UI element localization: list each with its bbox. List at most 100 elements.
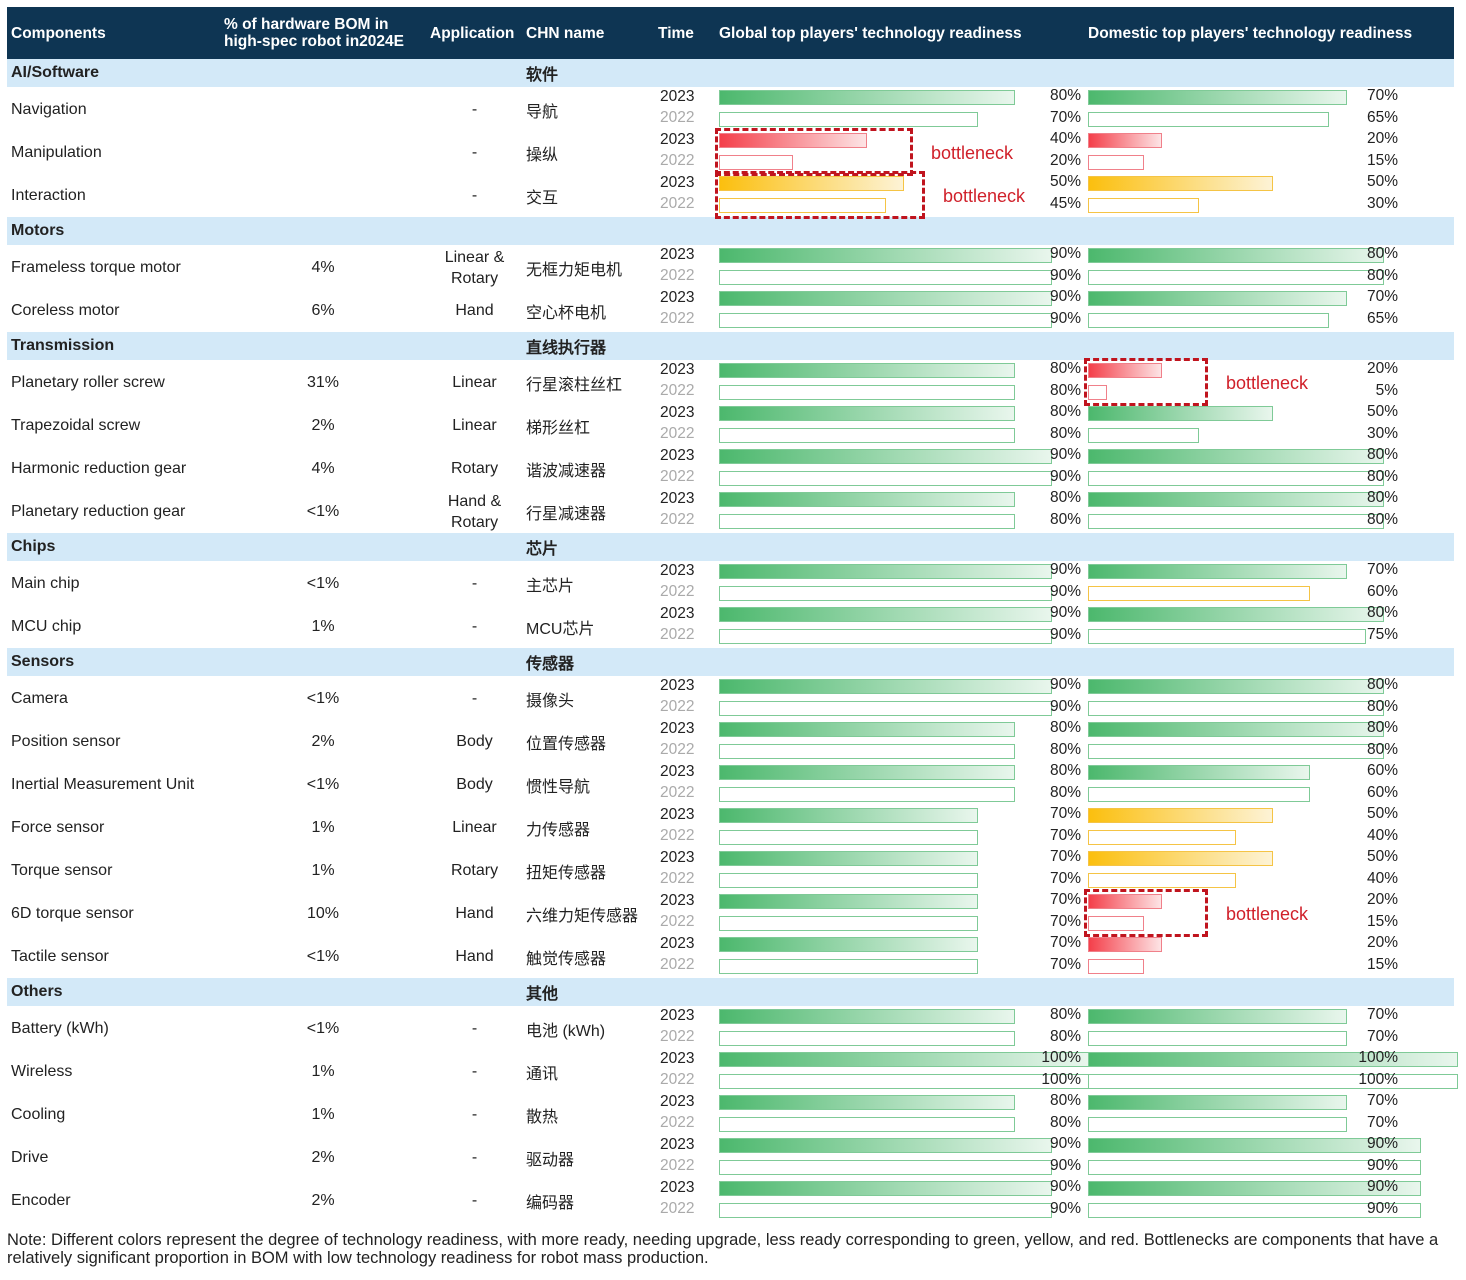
global-bar-2022: [719, 787, 1015, 802]
domestic-bar-2022: [1088, 1117, 1347, 1132]
domestic-value-2022: 80%: [1366, 741, 1398, 758]
global-bar-2022: [719, 313, 1052, 328]
global-value-2023: 50%: [1049, 173, 1081, 190]
global-bar-2023: [719, 406, 1015, 421]
domestic-bar-2023: [1088, 564, 1347, 579]
domestic-value-2022: 65%: [1366, 109, 1398, 126]
global-bar-2023: [719, 248, 1052, 263]
global-bar-2022: [719, 514, 1015, 529]
global-value-2023: 80%: [1049, 403, 1081, 420]
bottleneck-box: [715, 171, 925, 219]
global-value-2022: 70%: [1049, 870, 1081, 887]
domestic-bar-2023: [1088, 133, 1162, 148]
year-2022-label: 2022: [660, 626, 695, 643]
year-2022-label: 2022: [660, 1028, 695, 1045]
global-bar-2023: [719, 765, 1015, 780]
global-bar-2023: [719, 607, 1052, 622]
domestic-bar-2022: [1088, 787, 1310, 802]
domestic-bar-2023: [1088, 851, 1273, 866]
global-bar-2022: [719, 629, 1052, 644]
year-2022-label: 2022: [660, 784, 695, 801]
application: -: [471, 144, 478, 161]
chn-name: 操纵: [526, 146, 559, 164]
domestic-bar-2023: [1088, 1095, 1347, 1110]
global-bar-2023: [719, 564, 1052, 579]
global-bar-2023: [719, 176, 904, 191]
application: Hand & Rotary: [447, 492, 502, 531]
chn-name: 行星减速器: [526, 505, 607, 523]
section-header: Transmission 直线执行器: [7, 332, 1454, 360]
bom-share: 10%: [306, 904, 340, 922]
year-2023-label: 2023: [660, 361, 695, 378]
global-value-2022: 70%: [1049, 956, 1081, 973]
domestic-bar-2023: [1088, 1009, 1347, 1024]
year-2023-label: 2023: [660, 246, 695, 263]
bom-share: 6%: [311, 301, 335, 319]
year-2023-label: 2023: [660, 1007, 695, 1024]
domestic-bar-2023: [1088, 291, 1347, 306]
global-value-2023: 70%: [1049, 848, 1081, 865]
year-2022-label: 2022: [660, 468, 695, 485]
bottleneck-box: [1084, 358, 1208, 406]
application: Linear: [452, 417, 497, 434]
component-name: 6D torque sensor: [11, 904, 134, 922]
global-bar-2022: [719, 959, 978, 974]
year-2023-label: 2023: [660, 892, 695, 909]
header-components: Components: [11, 24, 106, 42]
global-value-2023: 80%: [1049, 762, 1081, 779]
bom-share: <1%: [306, 574, 340, 592]
domestic-value-2022: 5%: [1375, 382, 1398, 399]
chn-name: 扭矩传感器: [526, 864, 607, 882]
header-application: Application: [430, 24, 515, 42]
domestic-value-2023: 70%: [1366, 87, 1398, 104]
chn-name: 力传感器: [526, 821, 591, 839]
year-2023-label: 2023: [660, 131, 695, 148]
section-header: Sensors 传感器: [7, 648, 1454, 676]
domestic-bar-2022: [1088, 428, 1199, 443]
domestic-bar-2022: [1088, 1203, 1421, 1218]
application: Hand: [455, 905, 494, 922]
global-value-2023: 40%: [1049, 130, 1081, 147]
bom-share: <1%: [306, 1019, 340, 1037]
global-bar-2023: [719, 492, 1015, 507]
bom-share: <1%: [306, 689, 340, 707]
domestic-value-2022: 15%: [1366, 956, 1398, 973]
table-row: Wireless 1% - 通讯 2023 2022 100% 100% 100% 100%: [7, 1049, 1458, 1093]
table-row: Harmonic reduction gear 4% Rotary 谐波减速器 2023…: [7, 446, 1454, 490]
global-bar-2022: [719, 1031, 1015, 1046]
global-value-2022: 80%: [1049, 382, 1081, 399]
global-value-2023: 90%: [1049, 446, 1081, 463]
component-name: MCU chip: [11, 617, 82, 635]
application: -: [471, 101, 478, 118]
global-bar-2022: [719, 916, 978, 931]
domestic-value-2022: 100%: [1358, 1071, 1398, 1088]
year-2023-label: 2023: [660, 806, 695, 823]
chn-name: 空心杯电机: [526, 304, 607, 322]
global-bar-2022: [719, 155, 793, 170]
domestic-bar-2022: [1088, 744, 1384, 759]
global-bar-2023: [719, 1181, 1052, 1196]
chn-name: 无框力矩电机: [526, 261, 623, 279]
application: Body: [456, 733, 493, 750]
year-2023-label: 2023: [660, 677, 695, 694]
global-value-2022: 90%: [1049, 1157, 1081, 1174]
domestic-bar-2022: [1088, 198, 1199, 213]
bottleneck-box: [1084, 889, 1208, 937]
domestic-bar-2022: [1088, 1160, 1421, 1175]
domestic-bar-2022: [1088, 586, 1310, 601]
global-value-2022: 90%: [1049, 626, 1081, 643]
section-name: Chips: [11, 538, 56, 555]
bom-share: <1%: [306, 775, 340, 793]
chn-name: 触觉传感器: [526, 950, 607, 968]
chn-name: 驱动器: [526, 1151, 575, 1169]
section-chn-name: 其他: [526, 986, 559, 1003]
component-name: Torque sensor: [11, 861, 113, 879]
domestic-value-2023: 80%: [1366, 446, 1398, 463]
application: -: [471, 618, 478, 635]
bom-share: 2%: [311, 1191, 335, 1209]
domestic-bar-2023: [1088, 90, 1347, 105]
domestic-value-2023: 20%: [1366, 934, 1398, 951]
chn-name: 交互: [526, 189, 559, 207]
chn-name: 梯形丝杠: [526, 419, 591, 437]
footnote: Note: Different colors represent the deg…: [7, 1231, 1439, 1267]
